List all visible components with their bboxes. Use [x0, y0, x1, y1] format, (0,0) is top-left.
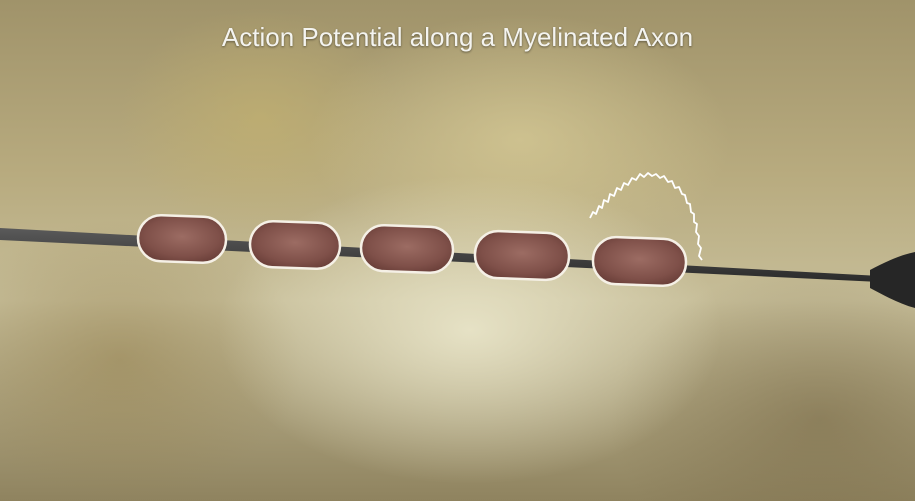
axon-terminal [870, 252, 915, 308]
myelin-segment [359, 223, 455, 275]
myelin-segment [136, 214, 228, 264]
myelin-segment [248, 219, 342, 271]
scene-title: Action Potential along a Myelinated Axon [221, 22, 694, 52]
myelin-segment [473, 229, 571, 282]
action-potential-trace [589, 172, 703, 261]
myelin-segment [591, 235, 688, 288]
